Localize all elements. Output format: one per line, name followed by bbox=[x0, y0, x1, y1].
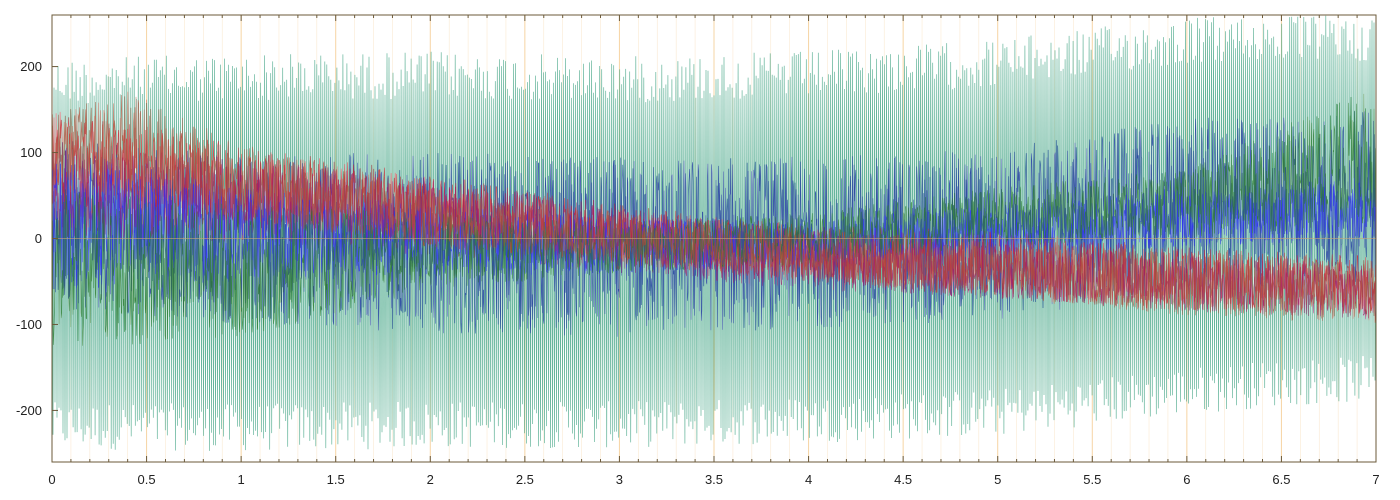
x-tick-label: 6.5 bbox=[1272, 472, 1290, 487]
x-tick-label: 2.5 bbox=[516, 472, 534, 487]
x-tick-label: 1.5 bbox=[327, 472, 345, 487]
x-tick-label: 5 bbox=[994, 472, 1001, 487]
y-tick-label: -200 bbox=[16, 403, 42, 418]
x-tick-label: 6 bbox=[1183, 472, 1190, 487]
x-tick-label: 0.5 bbox=[138, 472, 156, 487]
data-layer bbox=[51, 15, 1377, 451]
x-tick-label: 4 bbox=[805, 472, 812, 487]
y-tick-label: 0 bbox=[35, 231, 42, 246]
series-line-1 bbox=[51, 15, 1377, 451]
series-line-6 bbox=[51, 93, 1377, 346]
y-tick-label: 100 bbox=[20, 145, 42, 160]
x-tick-label: 0 bbox=[48, 472, 55, 487]
series-line-7 bbox=[51, 91, 1377, 323]
x-tick-label: 3.5 bbox=[705, 472, 723, 487]
x-tick-label: 3 bbox=[616, 472, 623, 487]
x-tick-label: 2 bbox=[427, 472, 434, 487]
x-tick-label: 7 bbox=[1372, 472, 1379, 487]
y-tick-label: 200 bbox=[20, 59, 42, 74]
x-tick-label: 1 bbox=[238, 472, 245, 487]
y-tick-label: -100 bbox=[16, 317, 42, 332]
x-tick-label: 5.5 bbox=[1083, 472, 1101, 487]
axis-layer: 0 0.5 1 1.5 2 2.5 3 3.5 4 4.5 5 5.5 6 6.5 7 200 100 0 -100… bbox=[16, 14, 1380, 487]
x-tick-label: 4.5 bbox=[894, 472, 912, 487]
